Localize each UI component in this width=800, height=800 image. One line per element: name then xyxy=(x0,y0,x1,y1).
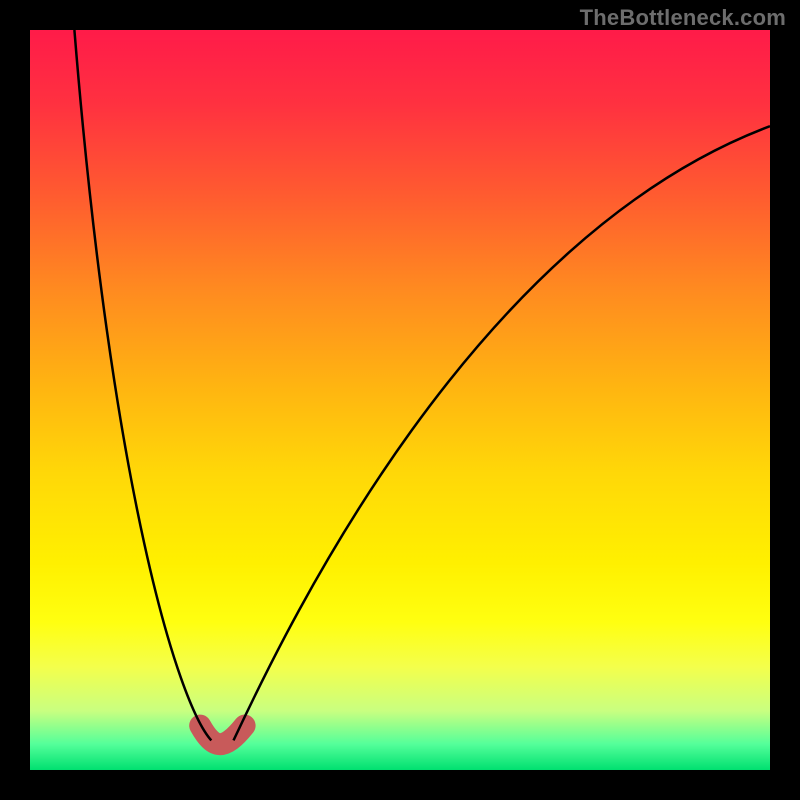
plot-area xyxy=(30,30,770,770)
curve-right-branch xyxy=(234,126,771,740)
chart-stage: TheBottleneck.com xyxy=(0,0,800,800)
watermark-text: TheBottleneck.com xyxy=(580,5,786,31)
curve-left-branch xyxy=(74,30,211,740)
curve-layer xyxy=(30,30,770,770)
